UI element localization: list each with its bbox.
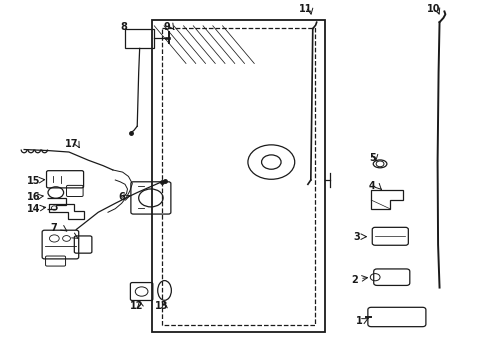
Text: 6: 6 bbox=[118, 192, 125, 202]
Text: 4: 4 bbox=[368, 181, 375, 192]
Text: 12: 12 bbox=[129, 301, 142, 311]
Text: 17: 17 bbox=[64, 139, 78, 149]
Bar bbox=[125, 29, 154, 48]
Text: 1: 1 bbox=[355, 316, 362, 325]
Text: 13: 13 bbox=[155, 301, 168, 311]
Text: 3: 3 bbox=[352, 232, 359, 242]
Text: 10: 10 bbox=[426, 4, 440, 14]
Text: 9: 9 bbox=[163, 22, 169, 32]
Text: 11: 11 bbox=[298, 4, 311, 14]
Text: 7: 7 bbox=[50, 224, 57, 233]
Text: 16: 16 bbox=[27, 192, 41, 202]
Text: 2: 2 bbox=[350, 275, 357, 285]
Text: 14: 14 bbox=[27, 204, 41, 214]
Text: 5: 5 bbox=[368, 153, 375, 163]
Text: 8: 8 bbox=[120, 22, 127, 32]
Text: 15: 15 bbox=[27, 176, 41, 186]
